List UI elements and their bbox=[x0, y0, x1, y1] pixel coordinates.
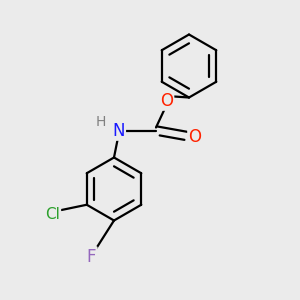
Text: H: H bbox=[95, 115, 106, 128]
Text: O: O bbox=[160, 92, 173, 110]
Text: N: N bbox=[112, 122, 125, 140]
Text: O: O bbox=[188, 128, 202, 146]
Text: F: F bbox=[87, 248, 96, 266]
Text: Cl: Cl bbox=[45, 207, 60, 222]
